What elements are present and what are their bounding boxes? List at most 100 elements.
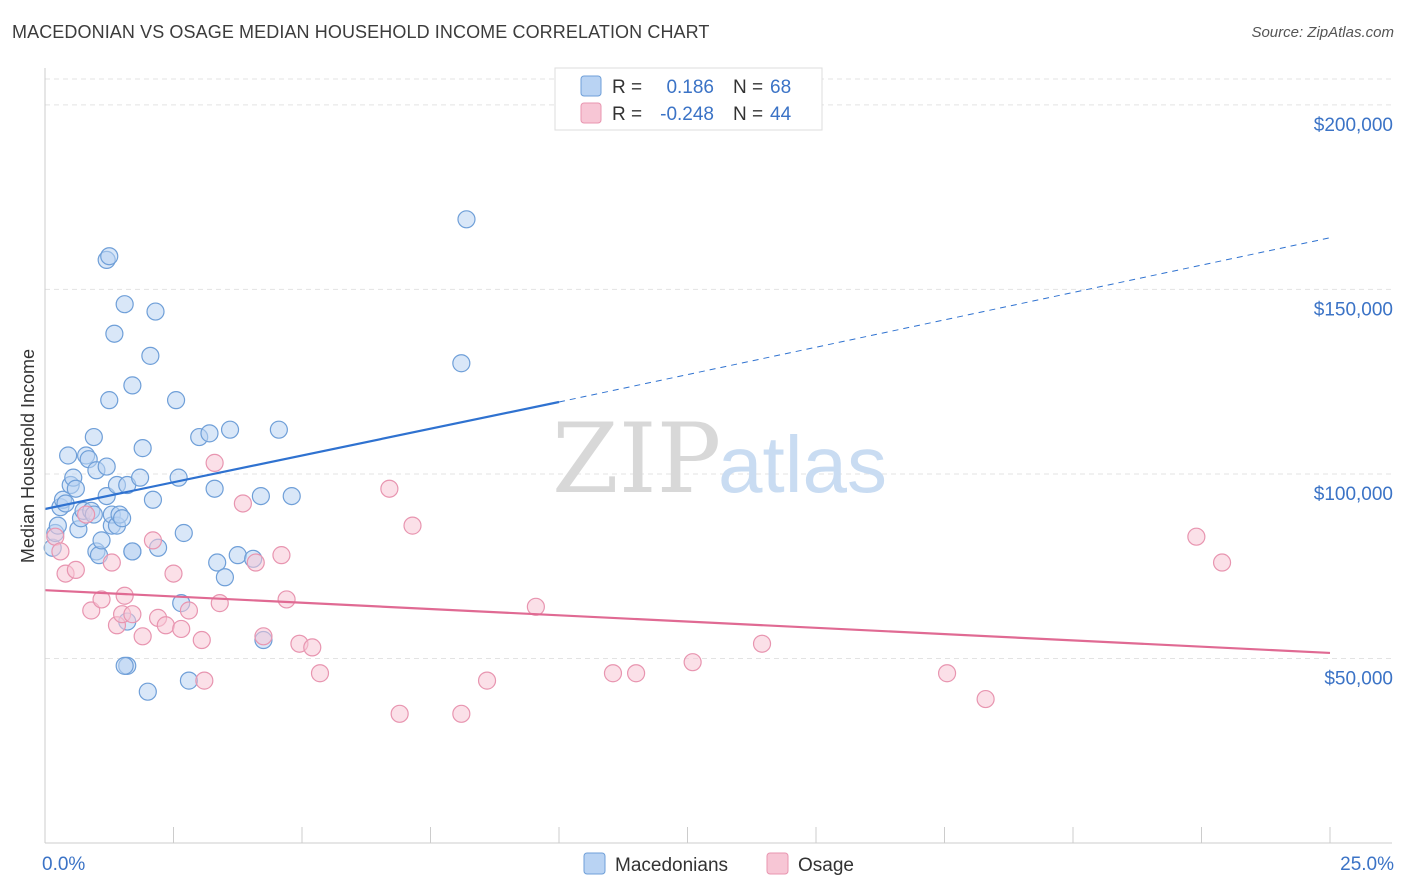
osage-point (92, 590, 111, 609)
osage-point (303, 638, 322, 657)
osage-point (752, 634, 772, 653)
macedonians-point (59, 446, 78, 465)
macedonians-point (138, 682, 157, 701)
macedonians-point (100, 391, 119, 410)
macedonians-point (179, 671, 199, 690)
macedonians-point (457, 210, 476, 229)
osage-point (477, 671, 497, 690)
points-layer (43, 210, 1232, 723)
osage-point (937, 664, 957, 683)
legend-n-label-osage: N = (733, 104, 763, 125)
macedonians-trend-extension (558, 237, 1331, 403)
macedonians-point (66, 479, 85, 498)
macedonians-point (208, 553, 227, 572)
macedonians-point (220, 420, 240, 439)
grid-layer (45, 78, 1395, 659)
bottom-legend-label-macedonians: Macedonians (615, 855, 728, 876)
osage-point (172, 619, 191, 639)
bottom-legend-swatch-macedonians (583, 852, 606, 875)
trend-layer (44, 237, 1331, 655)
osage-point (102, 553, 121, 572)
x-tick-label: 25.0% (1340, 854, 1394, 875)
osage-point (115, 586, 134, 605)
osage-point (192, 630, 211, 650)
osage-point (380, 479, 399, 498)
macedonians-point (251, 486, 270, 506)
y-axis-label: Median Household Income (18, 349, 38, 563)
macedonians-point (169, 468, 188, 487)
osage-point (310, 664, 330, 683)
bottom-legend-swatch-osage (766, 852, 789, 875)
osage-point (205, 453, 224, 472)
osage-point (1187, 527, 1206, 546)
macedonians-point (228, 546, 247, 565)
macedonians-point (84, 427, 103, 447)
y-tick-label: $150,000 (1314, 299, 1393, 320)
legend-n-value-osage: 44 (770, 104, 792, 125)
legend-n-label-macedonians: N = (733, 77, 763, 98)
x-tick-label: 0.0% (42, 854, 85, 875)
macedonians-point (123, 376, 142, 395)
osage-point (390, 704, 409, 723)
macedonians-point (123, 542, 142, 561)
osage-point (683, 653, 702, 672)
osage-point (82, 601, 101, 620)
osage-point (403, 516, 422, 535)
osage-point (976, 689, 995, 709)
legend-r-label-macedonians: R = (612, 77, 642, 98)
osage-point (179, 601, 199, 620)
osage-point (143, 531, 163, 550)
macedonians-point (115, 656, 134, 675)
legend-r-value-osage: -0.248 (660, 104, 714, 125)
chart-title: MACEDONIAN VS OSAGE MEDIAN HOUSEHOLD INC… (12, 22, 710, 42)
macedonians-point (115, 295, 134, 314)
legend-n-value-macedonians: 68 (770, 77, 791, 98)
osage-point (123, 605, 142, 624)
macedonians-point (105, 324, 124, 343)
watermark-zip: ZIP (552, 403, 721, 515)
osage-point (77, 505, 96, 524)
legend-swatch-macedonians (580, 75, 602, 97)
macedonians-point (130, 468, 150, 487)
macedonians-point (452, 354, 471, 373)
macedonians-point (143, 490, 163, 509)
y-tick-label: $50,000 (1324, 668, 1393, 689)
osage-point (210, 594, 229, 613)
macedonians-point (92, 531, 111, 550)
macedonians-point (146, 302, 165, 321)
osage-point (603, 664, 623, 683)
osage-point (156, 616, 175, 635)
osage-point (133, 627, 152, 646)
osage-point (51, 542, 70, 561)
osage-point (1212, 553, 1232, 572)
macedonians-point (205, 479, 224, 498)
macedonians-point (166, 391, 186, 410)
osage-point (66, 560, 85, 580)
osage-point (246, 553, 265, 572)
macedonians-point (100, 247, 119, 266)
osage-point (526, 597, 545, 616)
top-legend: R = 0.186 N = 68 R = -0.248 N = 44 (554, 67, 823, 131)
macedonians-point (200, 424, 219, 443)
chart-source: Source: ZipAtlas.com (1251, 24, 1394, 41)
bottom-legend: Macedonians Osage (583, 852, 854, 876)
macedonians-point (97, 457, 116, 476)
osage-point (164, 564, 183, 583)
osage-point (233, 494, 252, 513)
osage-point (254, 627, 273, 646)
watermark-atlas: atlas (718, 420, 887, 509)
macedonians-point (282, 486, 301, 506)
axis-layer: $50,000 $100,000 $150,000 $200,000 0.0% 25.0% (42, 68, 1394, 875)
legend-r-label-osage: R = (612, 104, 642, 125)
macedonians-point (269, 420, 288, 439)
osage-point (277, 590, 296, 609)
macedonians-point (112, 509, 132, 528)
y-tick-label: $200,000 (1314, 115, 1393, 136)
macedonians-point (215, 568, 234, 587)
macedonians-point (133, 439, 152, 458)
macedonians-trend-line (44, 400, 560, 511)
osage-point (195, 671, 214, 690)
legend-swatch-osage (580, 102, 602, 124)
osage-trend-line (44, 589, 1331, 655)
